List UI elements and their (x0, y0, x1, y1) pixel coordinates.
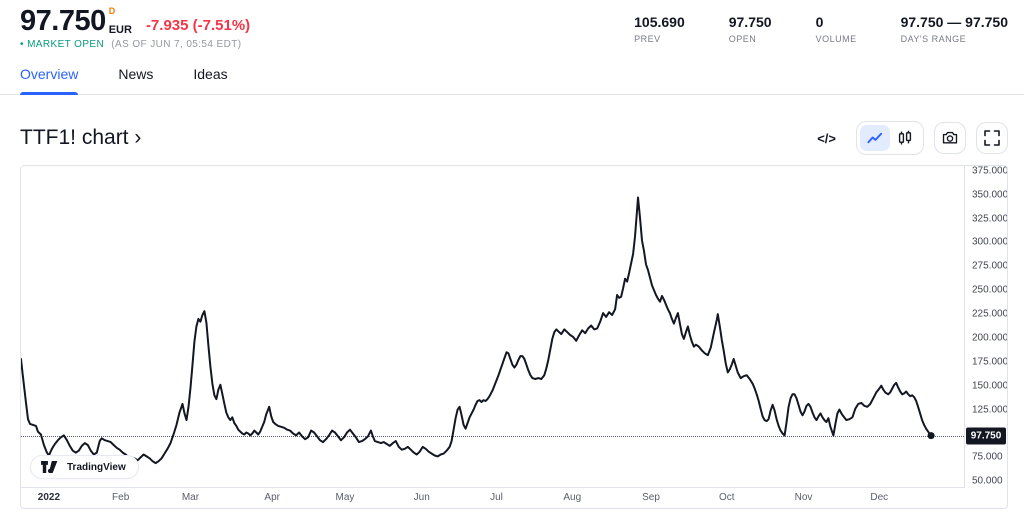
stat-value: 97.750 — 97.750 (900, 14, 1008, 30)
y-tick-label: 325.000 (972, 213, 1008, 225)
currency-label: EUR (108, 24, 132, 36)
tab-bar: Overview News Ideas (0, 54, 1024, 95)
stat-label: OPEN (728, 34, 757, 44)
last-price-line (21, 435, 964, 437)
x-tick-label: Feb (112, 492, 130, 503)
stat-item: 0 VOLUME (816, 14, 857, 50)
stat-label: PREV (634, 34, 661, 44)
tab-ideas[interactable]: Ideas (193, 62, 227, 94)
last-price: 97.750 (20, 5, 106, 37)
line-chart-icon (867, 132, 883, 144)
x-tick-label: Jul (490, 492, 503, 503)
stat-value: 105.690 (634, 14, 685, 30)
x-tick-label: May (335, 492, 355, 503)
symbol-header: 97.750 D EUR -7.935 (-7.51%) • MARKET OP… (0, 0, 1024, 50)
stat-label: VOLUME (815, 34, 857, 44)
stat-value: 0 (815, 14, 824, 30)
chart-toolbar: </> (811, 121, 1008, 155)
snapshot-button[interactable] (934, 122, 966, 154)
candles-icon (898, 130, 912, 145)
tab-news[interactable]: News (118, 62, 153, 94)
fullscreen-button[interactable] (976, 122, 1008, 154)
fullscreen-icon (984, 130, 1000, 146)
stat-value: 97.750 (728, 14, 772, 30)
x-tick-label: Nov (794, 492, 813, 503)
stat-item: 97.750 — 97.750 DAY'S RANGE (901, 14, 1008, 50)
key-stats: 105.690 PREV 97.750 OPEN 0 VOLUME 97.750 — 97.… (634, 14, 1008, 50)
candles-chart-type-button[interactable] (890, 125, 920, 151)
plot-area[interactable]: TradingView (21, 166, 965, 488)
y-tick-label: 200.000 (972, 332, 1008, 344)
x-tick-label: 2022 (37, 492, 61, 503)
stat-item: 105.690 PREV (634, 14, 685, 50)
price-block: 97.750 D EUR -7.935 (-7.51%) • MARKET OP… (20, 6, 250, 50)
tab-overview[interactable]: Overview (20, 62, 79, 95)
axis-corner (965, 488, 1007, 508)
chart-type-toggle (856, 121, 924, 155)
chart-title-link[interactable]: TTF1! chart › (20, 126, 142, 149)
camera-icon (942, 131, 958, 144)
y-tick-label: 225.000 (972, 308, 1008, 320)
x-tick-label: Sep (642, 492, 660, 503)
x-tick-label: Apr (264, 492, 280, 503)
y-tick-label: 275.000 (972, 260, 1008, 272)
y-tick-label: 375.000 (972, 165, 1008, 177)
y-tick-label: 125.000 (972, 404, 1008, 416)
y-tick-label: 75.000 (972, 451, 1003, 463)
chart-widget: TradingView 97.750 375.000 350.000 325.000… (20, 165, 1008, 509)
price-axis[interactable]: 97.750 375.000 350.000 325.000 300.000 275.0… (965, 166, 1007, 488)
tradingview-attribution-label: TradingView (67, 461, 126, 473)
embed-code-button[interactable]: </> (811, 127, 842, 150)
active-tab-underline (20, 92, 79, 95)
y-tick-label: 50.000 (972, 475, 1003, 487)
market-status: • MARKET OPEN (20, 39, 105, 50)
price-change: -7.935 (-7.51%) (145, 17, 251, 34)
y-tick-label: 150.000 (972, 380, 1008, 392)
last-point-marker (927, 432, 935, 440)
tradingview-logo-icon (41, 461, 58, 473)
y-tick-label: 175.000 (972, 356, 1008, 368)
y-tick-label: 250.000 (972, 284, 1008, 296)
last-price-tag: 97.750 (966, 427, 1006, 445)
price-series (21, 196, 935, 465)
y-tick-label: 350.000 (972, 189, 1008, 201)
y-tick-label: 300.000 (972, 236, 1008, 248)
interval-badge[interactable]: D (108, 6, 116, 16)
stat-item: 97.750 OPEN (729, 14, 772, 50)
x-tick-label: Aug (563, 492, 582, 503)
stat-label: DAY'S RANGE (900, 34, 967, 44)
x-tick-label: Mar (181, 492, 200, 503)
chart-header-row: TTF1! chart › </> (0, 95, 1024, 165)
x-tick-label: Dec (870, 492, 889, 503)
x-tick-label: Jun (413, 492, 430, 503)
as-of-time: (AS OF JUN 7, 05:54 EDT) (111, 39, 242, 50)
line-chart-type-button[interactable] (860, 125, 890, 151)
time-axis[interactable]: 2022 Feb Mar Apr May Jun Jul Aug Sep Oct Nov Dec (21, 488, 965, 508)
x-tick-label: Oct (718, 492, 735, 503)
tradingview-attribution[interactable]: TradingView (30, 455, 139, 479)
